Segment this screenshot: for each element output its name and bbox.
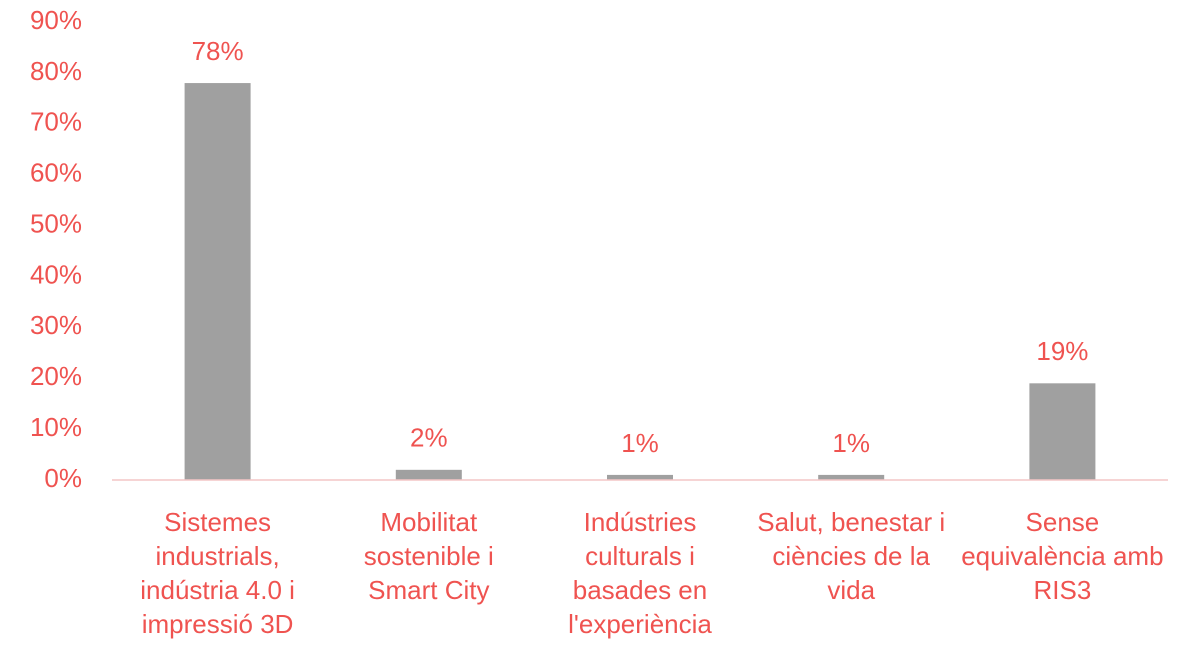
bar [1029,383,1096,480]
bar [395,469,462,480]
data-label: 78% [192,36,244,66]
y-tick-label: 20% [30,361,82,391]
y-tick-label: 50% [30,208,82,238]
y-tick-label: 0% [44,463,82,493]
y-tick-label: 30% [30,310,82,340]
bar [184,83,251,481]
y-tick-label: 60% [30,158,82,188]
x-tick-label: Salut, benestar i ciències de la vida [757,507,946,605]
data-label: 2% [410,423,448,453]
data-label: 1% [621,428,659,458]
bar [607,474,673,480]
y-tick-label: 90% [30,5,82,35]
bar [818,474,885,480]
x-tick-label: Indústries culturals i basades en l'expe… [568,507,712,639]
x-tick-label: Sistemes industrials, indústria 4.0 i im… [140,507,295,639]
x-tick-label: Mobilitat sostenible i Smart City [363,507,494,605]
data-label: 1% [832,428,870,458]
y-tick-label: 10% [30,412,82,442]
y-tick-label: 80% [30,56,82,86]
y-tick-label: 70% [30,107,82,137]
data-label: 19% [1036,336,1088,366]
y-tick-label: 40% [30,259,82,289]
x-tick-label: Sense equivalència amb RIS3 [961,507,1164,605]
